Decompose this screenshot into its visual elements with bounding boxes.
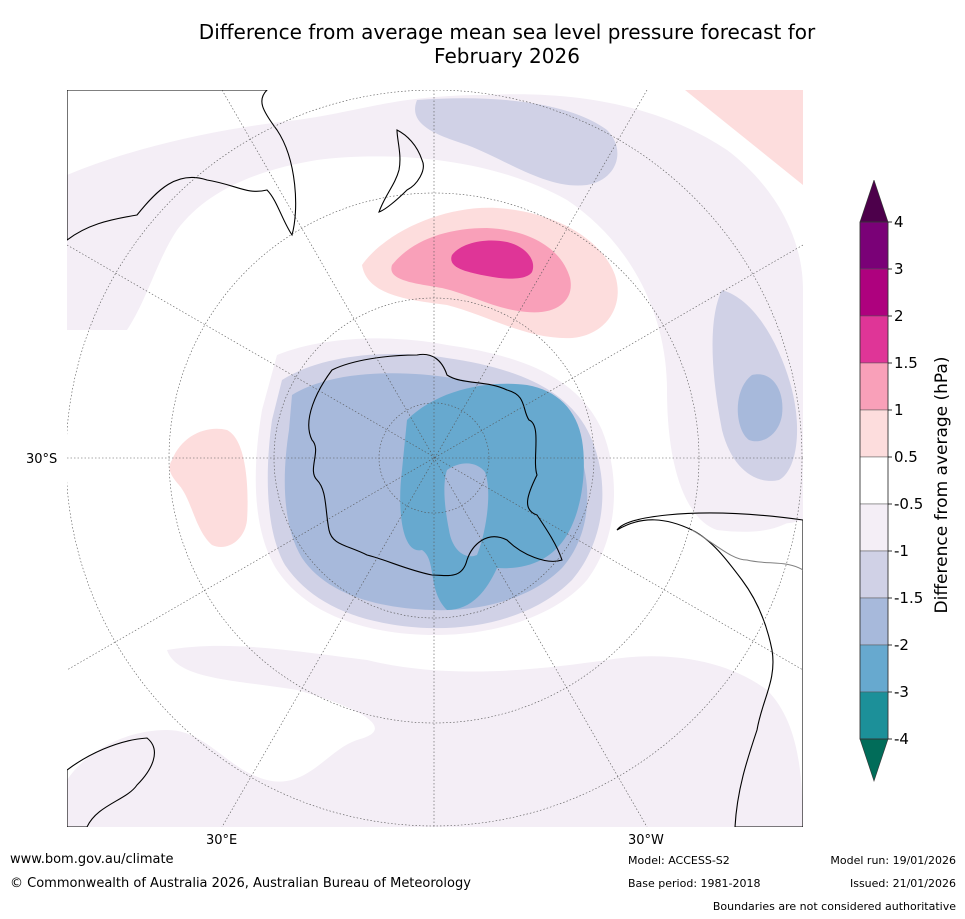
map-svg[interactable] — [67, 90, 803, 827]
colorbar-tick-label-11: -4 — [894, 730, 909, 748]
colorbar-band-1 — [859, 268, 889, 317]
colorbar-tick-label-0: 4 — [894, 213, 904, 231]
colorbar-svg: 4 3 2 1.5 1 0.5 -0.5 -1 -1.5 -2 -3 -4 — [859, 179, 923, 782]
colorbar-tick-label-9: -2 — [894, 636, 909, 654]
anomaly-region-neg-light-south — [67, 645, 803, 827]
colorbar-tick-label-1: 3 — [894, 260, 904, 278]
colorbar-tick-label-7: -1 — [894, 542, 909, 560]
colorbar-tick-label-2: 2 — [894, 307, 904, 325]
anomaly-region-pos-light-ne-corner — [685, 90, 803, 185]
anomaly-region-neg-strong-east — [737, 374, 783, 442]
colorbar: 4 3 2 1.5 1 0.5 -0.5 -1 -1.5 -2 -3 -4 — [840, 179, 930, 804]
anomaly-region-neg-light-north — [67, 94, 803, 532]
colorbar-tick-label-6: -0.5 — [894, 495, 923, 513]
colorbar-band-6 — [859, 503, 889, 552]
anomaly-region-neg-medium-north — [415, 98, 618, 186]
footer-base-period: Base period: 1981-2018 — [628, 877, 761, 890]
footer-model-run: Model run: 19/01/2026 — [830, 854, 956, 867]
colorbar-frame — [859, 221, 889, 740]
colorbar-extension-top — [859, 179, 889, 223]
colorbar-tick-label-8: -1.5 — [894, 589, 923, 607]
map-panel[interactable] — [67, 90, 803, 827]
map-title: Difference from average mean sea level p… — [0, 20, 965, 68]
colorbar-tick-label-5: 0.5 — [894, 448, 918, 466]
colorbar-label: Difference from average (hPa) — [932, 356, 952, 614]
colorbar-band-5 — [859, 456, 889, 505]
lon-label-30w: 30°W — [628, 833, 664, 848]
lon-label-30e: 30°E — [206, 833, 238, 848]
graticule — [67, 90, 803, 827]
colorbar-band-2 — [859, 315, 889, 364]
footer-model: Model: ACCESS-S2 — [628, 854, 730, 867]
antarctica-outline — [308, 353, 563, 577]
colorbar-extension-bottom — [859, 738, 889, 782]
title-line-2: February 2026 — [434, 44, 580, 68]
anomaly-region-pos-light-indian — [169, 428, 248, 548]
south-america-border — [691, 529, 803, 571]
graticule-circle-60s — [168, 192, 700, 724]
footer-issued: Issued: 21/01/2026 — [849, 877, 956, 890]
colorbar-band-10 — [859, 691, 889, 740]
colorbar-tick-label-3: 1.5 — [894, 354, 918, 372]
colorbar-band-4 — [859, 409, 889, 458]
australia-outline — [67, 90, 297, 241]
lat-label-30s: 30°S — [26, 452, 58, 467]
colorbar-band-7 — [859, 550, 889, 599]
new-zealand-outline — [378, 129, 424, 213]
colorbar-band-9 — [859, 644, 889, 693]
footer-disclaimer: Boundaries are not considered authoritat… — [712, 900, 956, 913]
colorbar-band-8 — [859, 597, 889, 646]
colorbar-tick-label-4: 1 — [894, 401, 904, 419]
anomaly-region-pos-strong-pacific — [451, 240, 534, 279]
title-line-1: Difference from average mean sea level p… — [198, 20, 816, 44]
footer-copyright: © Commonwealth of Australia 2026, Austra… — [10, 876, 471, 891]
colorbar-tick-label-10: -3 — [894, 683, 909, 701]
meridian-120 — [67, 244, 803, 671]
footer-url[interactable]: www.bom.gov.au/climate — [10, 852, 174, 867]
colorbar-band-0 — [859, 221, 889, 270]
africa-outline — [67, 737, 155, 827]
anomaly-region-neg-very-strong-antarctic — [400, 383, 584, 610]
colorbar-band-3 — [859, 362, 889, 411]
